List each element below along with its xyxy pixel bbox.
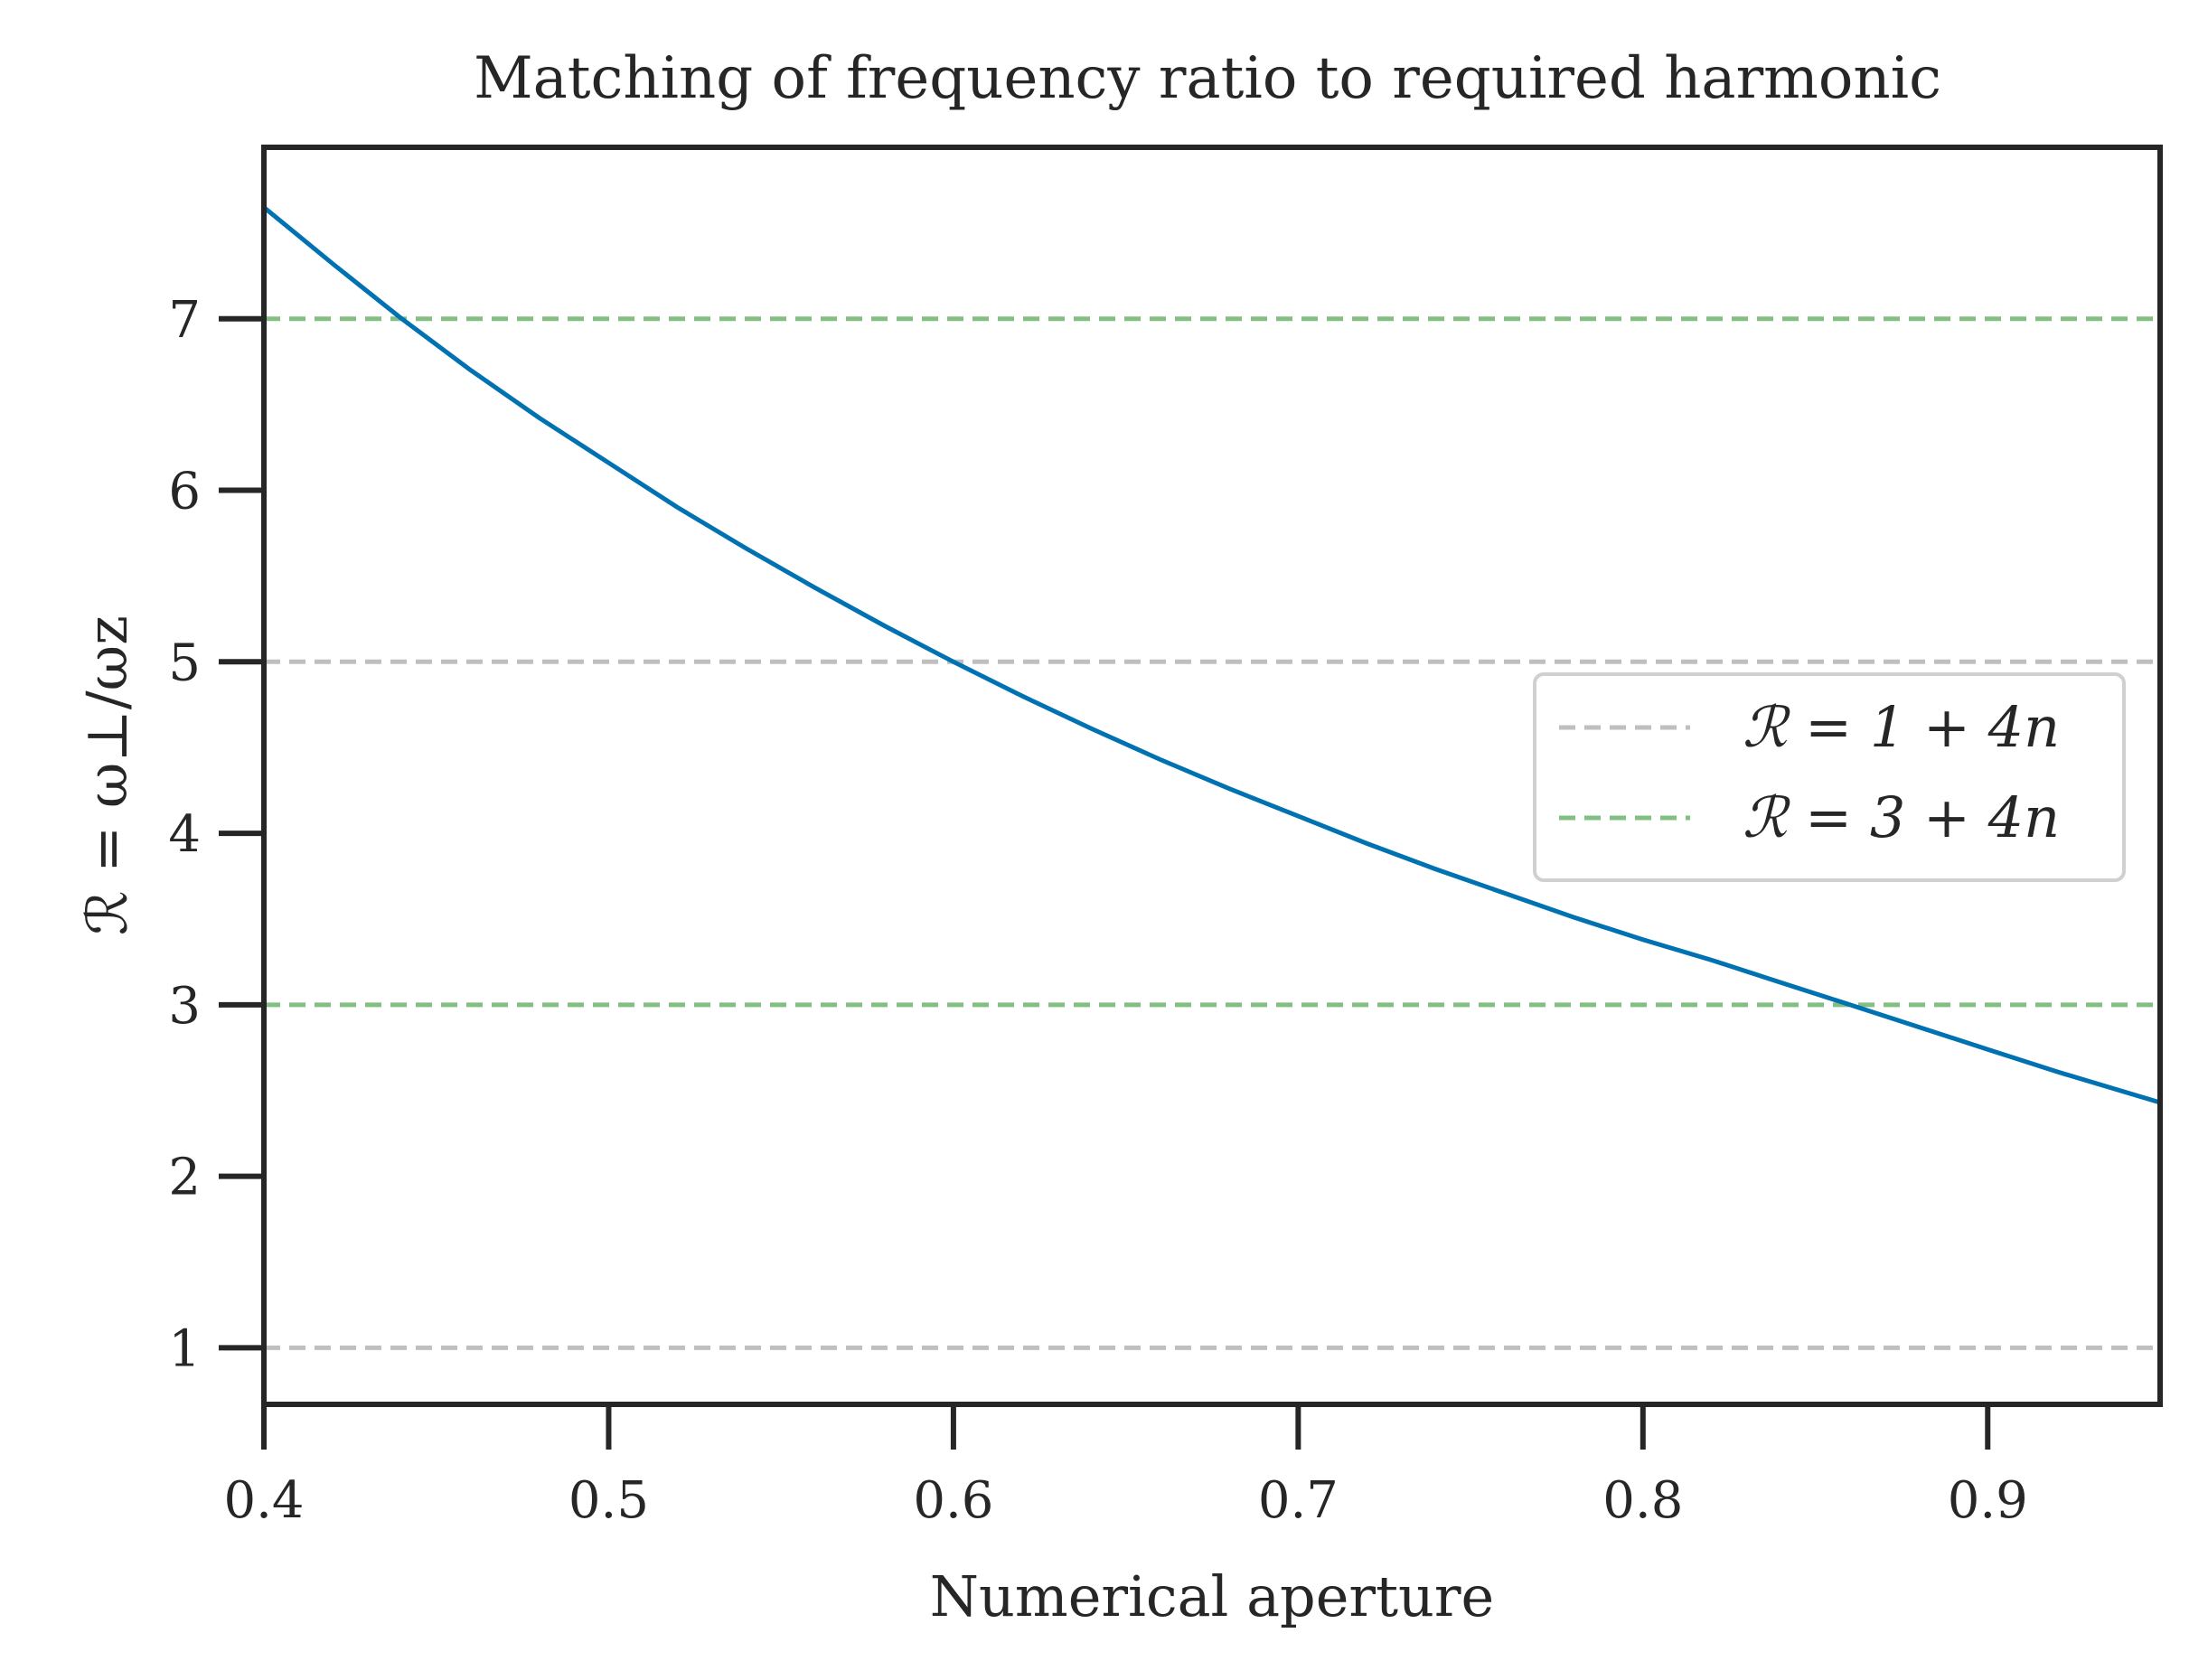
- y-tick-label: 1: [168, 1319, 201, 1378]
- x-tick-label: 0.7: [1258, 1471, 1339, 1530]
- series-layer: [262, 205, 2161, 1105]
- legend: ℛ = 1 + 4n ℛ = 3 + 4n: [1533, 672, 2126, 882]
- y-tick-label: 3: [168, 977, 201, 1036]
- y-axis-ticks: 1 2 3 4 5 6 7: [168, 291, 264, 1378]
- series-line-0: [262, 205, 2161, 1105]
- chart-title: Matching of frequency ratio to required …: [474, 45, 1941, 112]
- legend-box: [1533, 672, 2126, 882]
- y-tick-label: 6: [168, 463, 201, 521]
- y-tick-label: 2: [168, 1149, 201, 1207]
- y-tick-label: 4: [168, 805, 201, 864]
- x-tick-label: 0.9: [1948, 1471, 2028, 1530]
- y-tick-label: 5: [168, 634, 201, 692]
- x-axis-label: Numerical aperture: [930, 1563, 1495, 1629]
- legend-label-r-1-plus-4n: ℛ = 1 + 4n: [1743, 694, 2060, 760]
- y-tick-label: 7: [168, 291, 201, 350]
- y-axis-label: ℛ = ω⊥/ωz: [74, 615, 140, 935]
- x-tick-label: 0.8: [1602, 1471, 1683, 1530]
- axes-frame: [261, 145, 2163, 1407]
- x-tick-label: 0.6: [913, 1471, 993, 1530]
- legend-label-r-3-plus-4n: ℛ = 3 + 4n: [1743, 784, 2060, 850]
- x-tick-label: 0.4: [223, 1471, 304, 1530]
- x-tick-label: 0.5: [568, 1471, 649, 1530]
- x-axis-ticks: 0.4 0.5 0.6 0.7 0.8 0.9: [223, 1404, 2028, 1530]
